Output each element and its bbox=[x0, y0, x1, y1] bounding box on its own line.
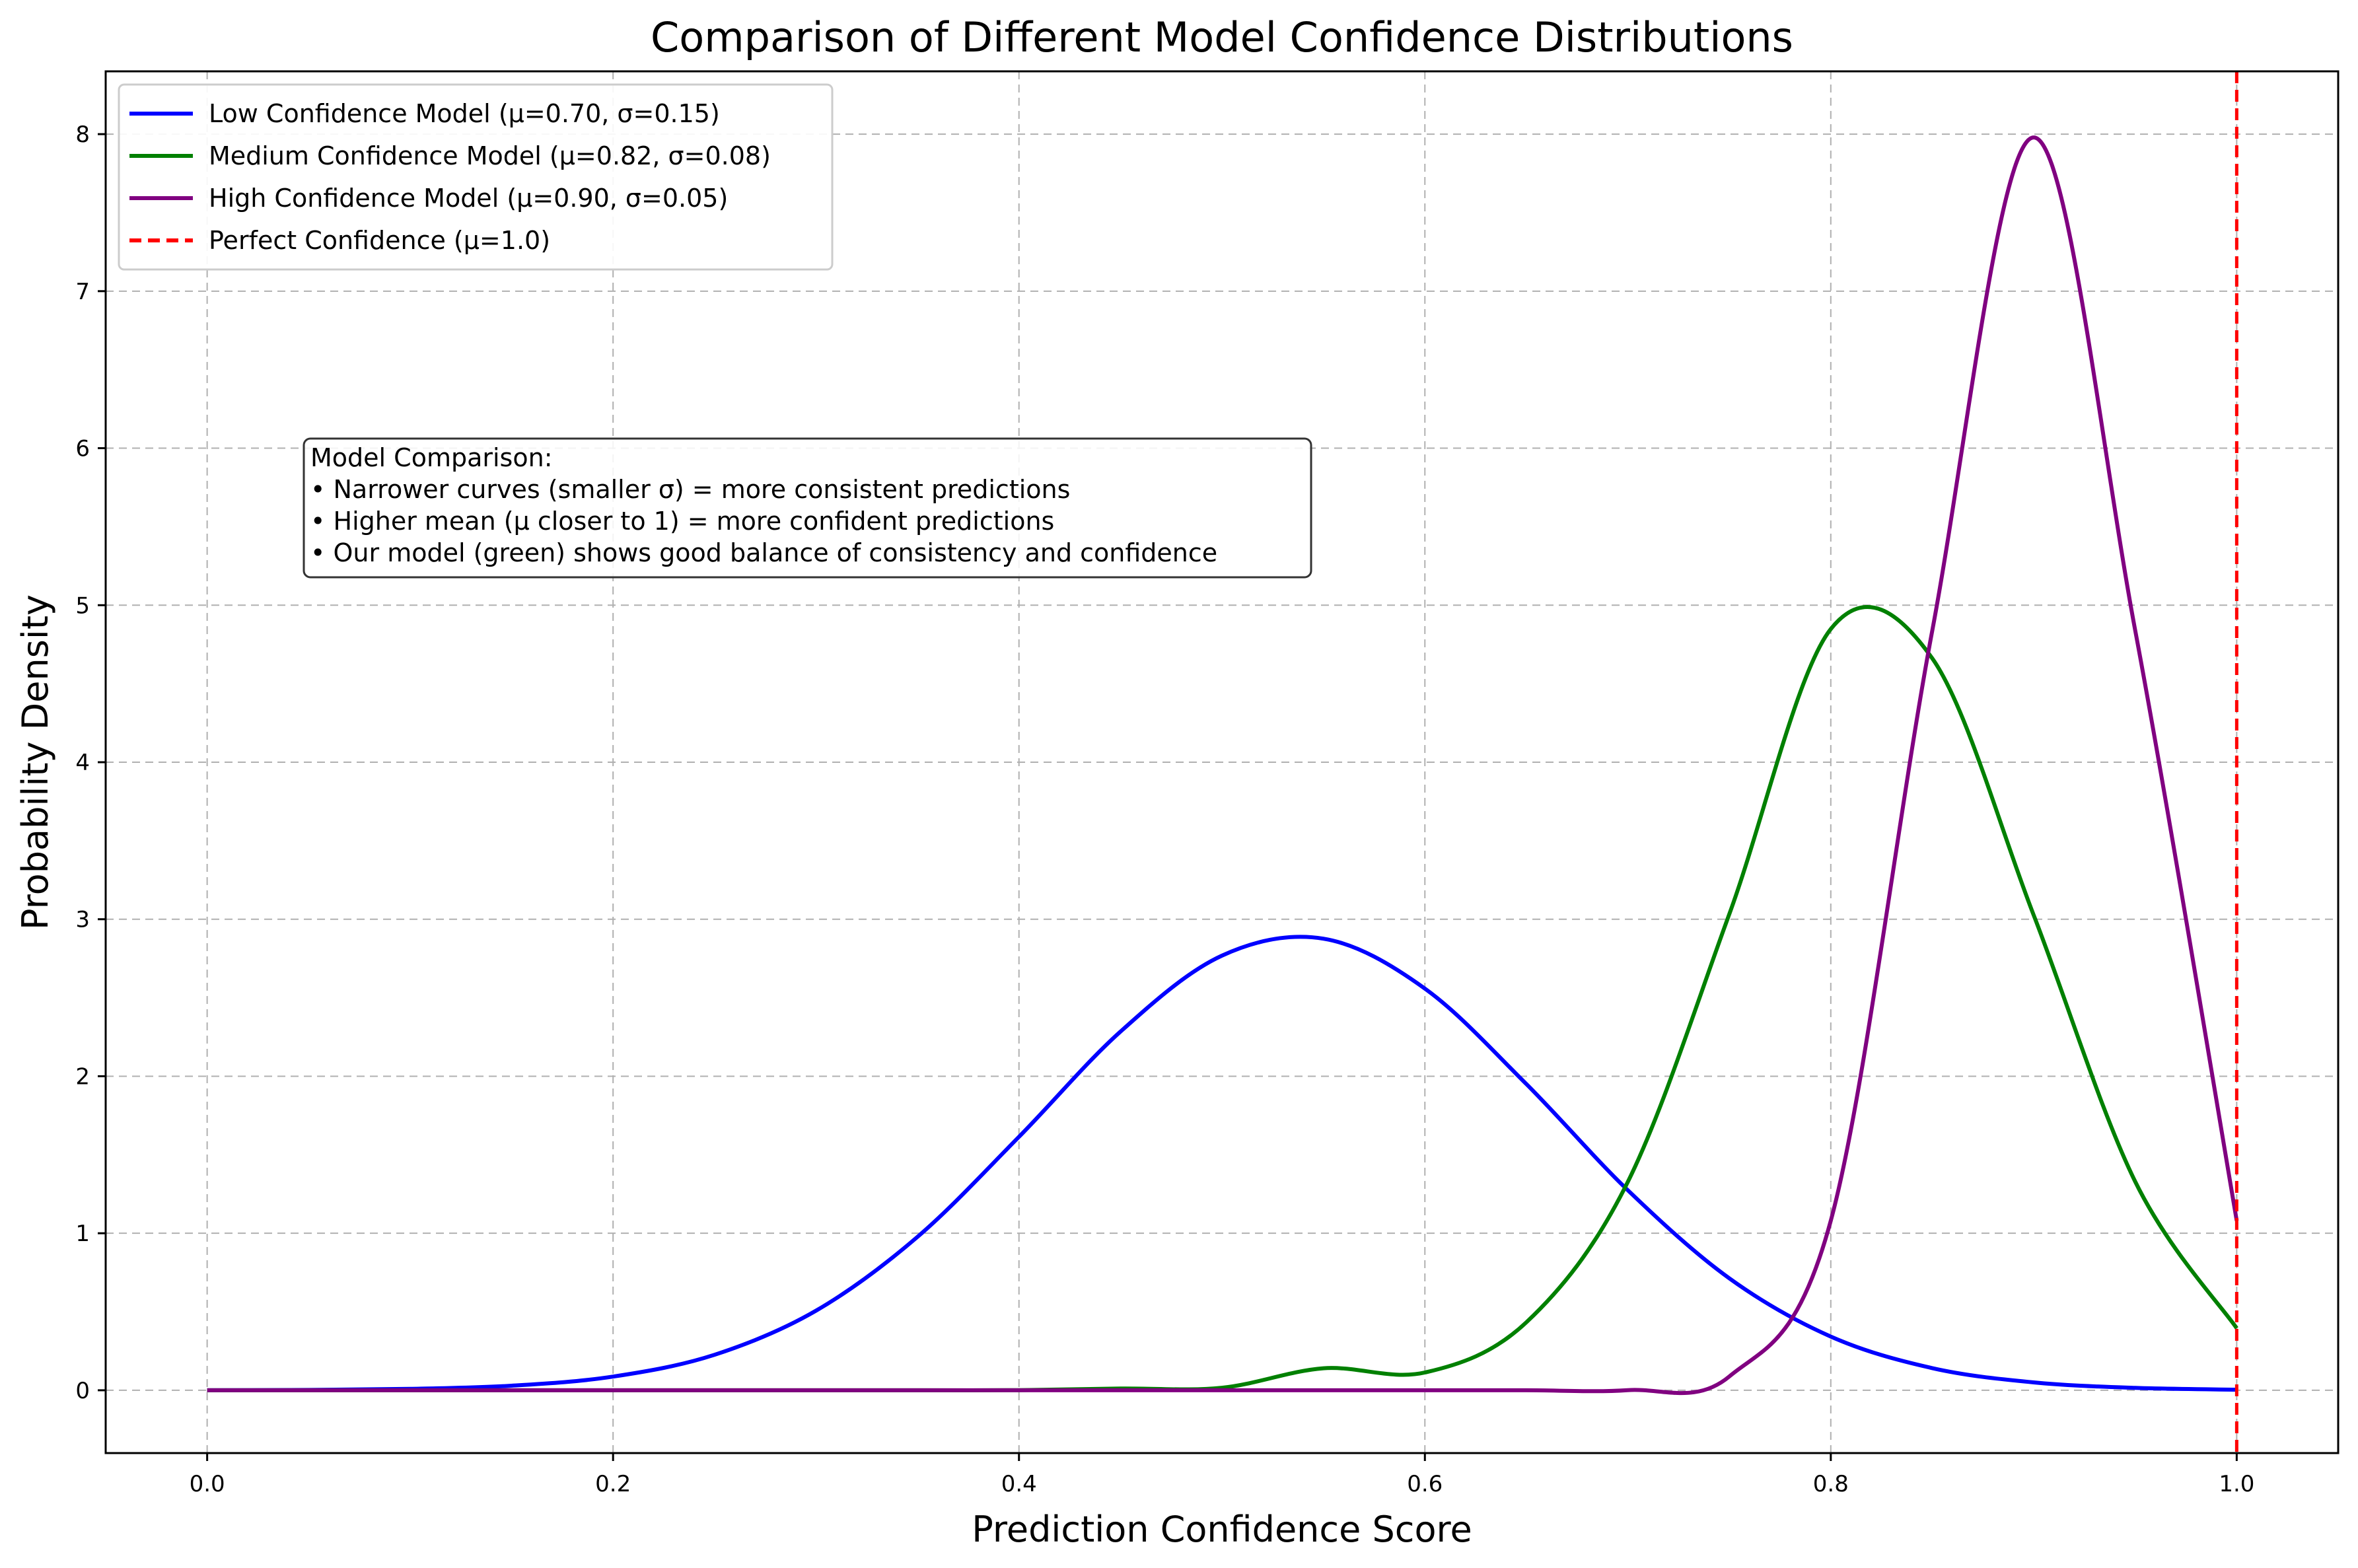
annotation-line: • Narrower curves (smaller σ) = more con… bbox=[310, 475, 1070, 504]
y-tick-label: 1 bbox=[75, 1221, 90, 1247]
series-layer bbox=[207, 71, 2239, 1453]
legend-background bbox=[118, 83, 834, 271]
annotation-box: Model Comparison: • Narrower curves (sma… bbox=[303, 437, 1312, 579]
y-tick-label: 2 bbox=[75, 1063, 90, 1090]
y-tick-label: 0 bbox=[75, 1378, 90, 1404]
y-tick-label: 4 bbox=[75, 750, 90, 776]
x-tick-label: 0.2 bbox=[595, 1471, 631, 1497]
x-tick-label: 0.6 bbox=[1407, 1471, 1443, 1497]
annotation-background bbox=[303, 437, 1312, 579]
series-line-2 bbox=[207, 135, 2239, 1396]
x-axis-label: Prediction Confidence Score bbox=[972, 1509, 1472, 1550]
chart-title: Comparison of Different Model Confidence… bbox=[651, 13, 1793, 61]
annotation-line: • Higher mean (μ closer to 1) = more con… bbox=[310, 507, 1054, 536]
y-tick-label: 3 bbox=[75, 907, 90, 933]
legend-label-medium: Medium Confidence Model (μ=0.82, σ=0.08) bbox=[209, 141, 771, 170]
x-tick-label: 0.4 bbox=[1001, 1471, 1037, 1497]
legend-label-high: High Confidence Model (μ=0.90, σ=0.05) bbox=[209, 184, 728, 213]
legend: Low Confidence Model (μ=0.70, σ=0.15) Me… bbox=[118, 83, 834, 271]
y-tick-label: 7 bbox=[75, 279, 90, 305]
x-tick-label: 0.0 bbox=[190, 1471, 225, 1497]
y-tick-label: 5 bbox=[75, 592, 90, 619]
series-line-0 bbox=[207, 935, 2237, 1392]
x-tick-label: 1.0 bbox=[2219, 1471, 2254, 1497]
ticks: 0.0 0.2 0.4 0.6 0.8 1.0 0 1 2 3 4 5 6 7 8 bbox=[75, 122, 2254, 1497]
annotation-line: • Our model (green) shows good balance o… bbox=[310, 538, 1217, 567]
y-tick-label: 8 bbox=[75, 122, 90, 148]
y-axis-label: Probability Density bbox=[15, 594, 56, 930]
legend-label-perfect: Perfect Confidence (μ=1.0) bbox=[209, 226, 550, 255]
annotation-line: Model Comparison: bbox=[310, 443, 553, 472]
y-tick-label: 6 bbox=[75, 436, 90, 462]
x-tick-label: 0.8 bbox=[1813, 1471, 1849, 1497]
legend-label-low: Low Confidence Model (μ=0.70, σ=0.15) bbox=[209, 99, 720, 128]
